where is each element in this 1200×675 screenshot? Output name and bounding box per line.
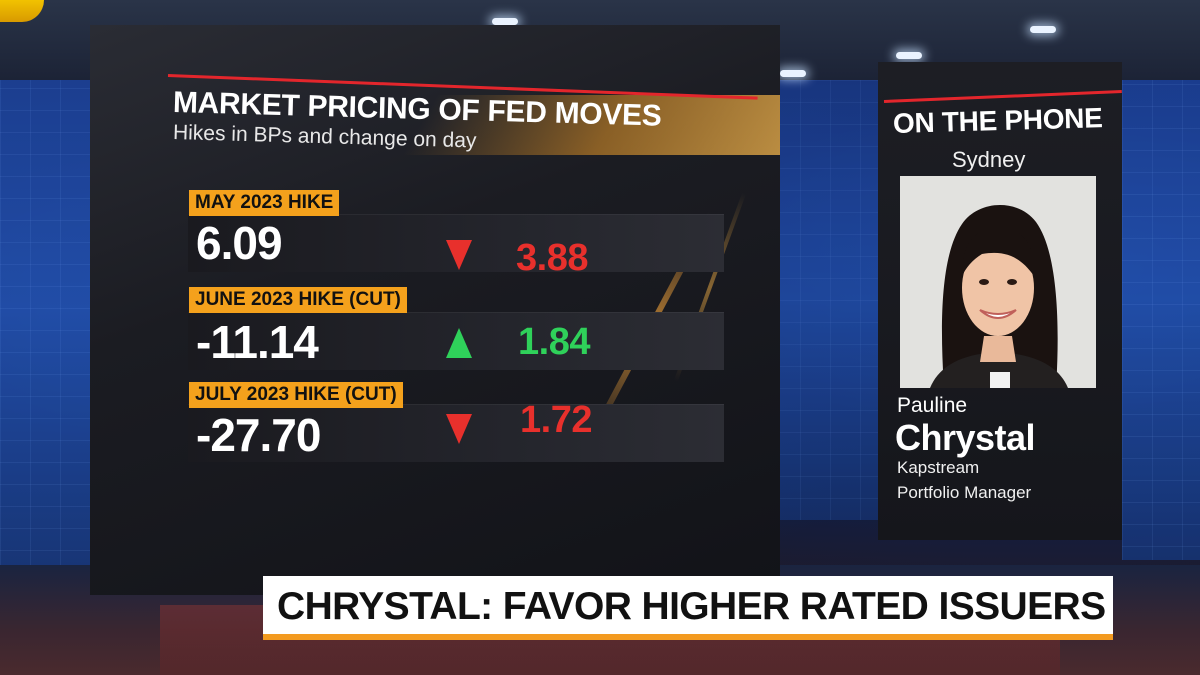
down-arrow-icon xyxy=(446,240,472,270)
row-label: JUNE 2023 HIKE (CUT) xyxy=(189,287,407,313)
row-label: MAY 2023 HIKE xyxy=(189,190,340,216)
row-change: 1.72 xyxy=(520,399,592,441)
down-arrow-icon xyxy=(446,414,472,444)
row-change: 1.84 xyxy=(518,321,590,363)
left-side-screen xyxy=(0,0,90,620)
guest-last-name: Chrystal xyxy=(895,417,1036,458)
right-side-screen xyxy=(1122,40,1200,560)
guest-location: Sydney xyxy=(952,147,1026,172)
guest-first-name: Pauline xyxy=(897,394,968,417)
guest-organization: Kapstream xyxy=(897,458,980,477)
row-value: -27.70 xyxy=(196,409,321,461)
guest-portrait xyxy=(900,176,1096,388)
guest-role: Portfolio Manager xyxy=(897,483,1032,502)
corner-logo xyxy=(0,0,44,22)
row-change: 3.88 xyxy=(516,237,588,279)
guest-header: ON THE PHONE xyxy=(892,102,1103,139)
row-label: JULY 2023 HIKE (CUT) xyxy=(189,382,403,408)
row-value: -11.14 xyxy=(196,316,319,368)
guest-photo xyxy=(900,176,1096,388)
lower-third-bar xyxy=(263,576,1113,640)
up-arrow-icon xyxy=(446,328,472,358)
row-value: 6.09 xyxy=(196,217,283,269)
center-back-screen xyxy=(770,80,880,520)
lower-third-headline: CHRYSTAL: FAVOR HIGHER RATED ISSUERS xyxy=(277,585,1106,628)
